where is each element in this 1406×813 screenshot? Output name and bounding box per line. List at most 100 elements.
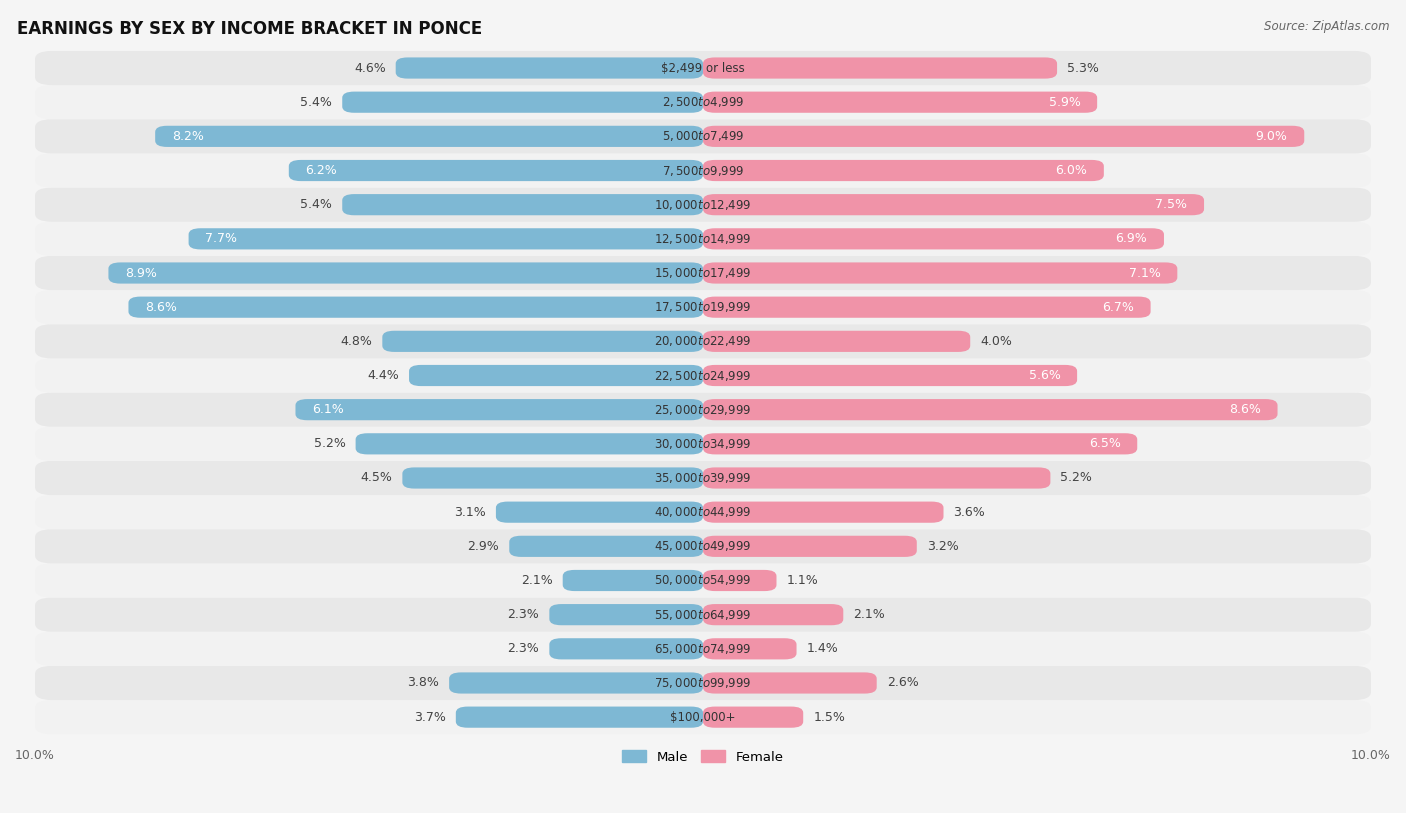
Text: 3.1%: 3.1% [454,506,486,519]
FancyBboxPatch shape [35,222,1371,256]
FancyBboxPatch shape [35,495,1371,529]
FancyBboxPatch shape [35,563,1371,598]
Legend: Male, Female: Male, Female [617,745,789,769]
Text: 8.6%: 8.6% [1229,403,1261,416]
FancyBboxPatch shape [35,324,1371,359]
Text: $2,500 to $4,999: $2,500 to $4,999 [662,95,744,109]
Text: 5.3%: 5.3% [1067,62,1099,75]
FancyBboxPatch shape [402,467,703,489]
Text: 5.4%: 5.4% [301,96,332,109]
FancyBboxPatch shape [35,529,1371,563]
Text: 7.7%: 7.7% [205,233,238,246]
FancyBboxPatch shape [703,365,1077,386]
FancyBboxPatch shape [703,399,1278,420]
Text: $12,500 to $14,999: $12,500 to $14,999 [654,232,752,246]
Text: 2.9%: 2.9% [467,540,499,553]
Text: 4.0%: 4.0% [980,335,1012,348]
FancyBboxPatch shape [703,570,776,591]
FancyBboxPatch shape [382,331,703,352]
Text: $7,500 to $9,999: $7,500 to $9,999 [662,163,744,177]
FancyBboxPatch shape [703,228,1164,250]
Text: 3.2%: 3.2% [927,540,959,553]
Text: 4.8%: 4.8% [340,335,373,348]
FancyBboxPatch shape [35,256,1371,290]
FancyBboxPatch shape [703,126,1305,147]
Text: 3.6%: 3.6% [953,506,986,519]
FancyBboxPatch shape [703,433,1137,454]
Text: $20,000 to $22,499: $20,000 to $22,499 [654,334,752,348]
Text: Source: ZipAtlas.com: Source: ZipAtlas.com [1264,20,1389,33]
Text: 5.6%: 5.6% [1029,369,1060,382]
FancyBboxPatch shape [703,160,1104,181]
Text: 2.3%: 2.3% [508,642,540,655]
FancyBboxPatch shape [35,598,1371,632]
Text: 4.6%: 4.6% [354,62,385,75]
Text: 2.1%: 2.1% [853,608,884,621]
Text: $40,000 to $44,999: $40,000 to $44,999 [654,505,752,520]
Text: 5.4%: 5.4% [301,198,332,211]
Text: $30,000 to $34,999: $30,000 to $34,999 [654,437,752,451]
Text: $55,000 to $64,999: $55,000 to $64,999 [654,607,752,622]
Text: 6.2%: 6.2% [305,164,337,177]
FancyBboxPatch shape [703,638,797,659]
Text: 6.9%: 6.9% [1115,233,1147,246]
Text: 9.0%: 9.0% [1256,130,1288,143]
FancyBboxPatch shape [35,51,1371,85]
FancyBboxPatch shape [409,365,703,386]
FancyBboxPatch shape [703,263,1177,284]
FancyBboxPatch shape [703,706,803,728]
FancyBboxPatch shape [703,331,970,352]
FancyBboxPatch shape [703,467,1050,489]
Text: $2,499 or less: $2,499 or less [661,62,745,75]
FancyBboxPatch shape [35,700,1371,734]
FancyBboxPatch shape [703,92,1097,113]
FancyBboxPatch shape [703,58,1057,79]
FancyBboxPatch shape [128,297,703,318]
Text: 3.8%: 3.8% [408,676,439,689]
Text: 3.7%: 3.7% [413,711,446,724]
FancyBboxPatch shape [395,58,703,79]
Text: $100,000+: $100,000+ [671,711,735,724]
FancyBboxPatch shape [703,297,1150,318]
Text: $25,000 to $29,999: $25,000 to $29,999 [654,402,752,417]
Text: 6.1%: 6.1% [312,403,344,416]
FancyBboxPatch shape [108,263,703,284]
FancyBboxPatch shape [295,399,703,420]
FancyBboxPatch shape [342,194,703,215]
Text: 2.1%: 2.1% [522,574,553,587]
FancyBboxPatch shape [35,120,1371,154]
FancyBboxPatch shape [550,638,703,659]
FancyBboxPatch shape [35,154,1371,188]
Text: 6.7%: 6.7% [1102,301,1133,314]
FancyBboxPatch shape [703,536,917,557]
FancyBboxPatch shape [703,502,943,523]
Text: $15,000 to $17,499: $15,000 to $17,499 [654,266,752,280]
FancyBboxPatch shape [35,393,1371,427]
Text: $35,000 to $39,999: $35,000 to $39,999 [654,471,752,485]
Text: $65,000 to $74,999: $65,000 to $74,999 [654,641,752,656]
FancyBboxPatch shape [449,672,703,693]
FancyBboxPatch shape [562,570,703,591]
Text: 8.2%: 8.2% [172,130,204,143]
Text: $75,000 to $99,999: $75,000 to $99,999 [654,676,752,690]
FancyBboxPatch shape [188,228,703,250]
Text: 1.1%: 1.1% [786,574,818,587]
FancyBboxPatch shape [342,92,703,113]
Text: 7.5%: 7.5% [1156,198,1187,211]
Text: 8.6%: 8.6% [145,301,177,314]
FancyBboxPatch shape [550,604,703,625]
Text: 8.9%: 8.9% [125,267,157,280]
FancyBboxPatch shape [35,427,1371,461]
FancyBboxPatch shape [35,290,1371,324]
Text: 5.2%: 5.2% [1060,472,1092,485]
Text: 6.0%: 6.0% [1056,164,1087,177]
FancyBboxPatch shape [35,359,1371,393]
Text: 1.4%: 1.4% [807,642,838,655]
Text: 5.2%: 5.2% [314,437,346,450]
FancyBboxPatch shape [356,433,703,454]
FancyBboxPatch shape [509,536,703,557]
Text: 1.5%: 1.5% [813,711,845,724]
FancyBboxPatch shape [35,461,1371,495]
Text: $45,000 to $49,999: $45,000 to $49,999 [654,539,752,554]
Text: $10,000 to $12,499: $10,000 to $12,499 [654,198,752,211]
